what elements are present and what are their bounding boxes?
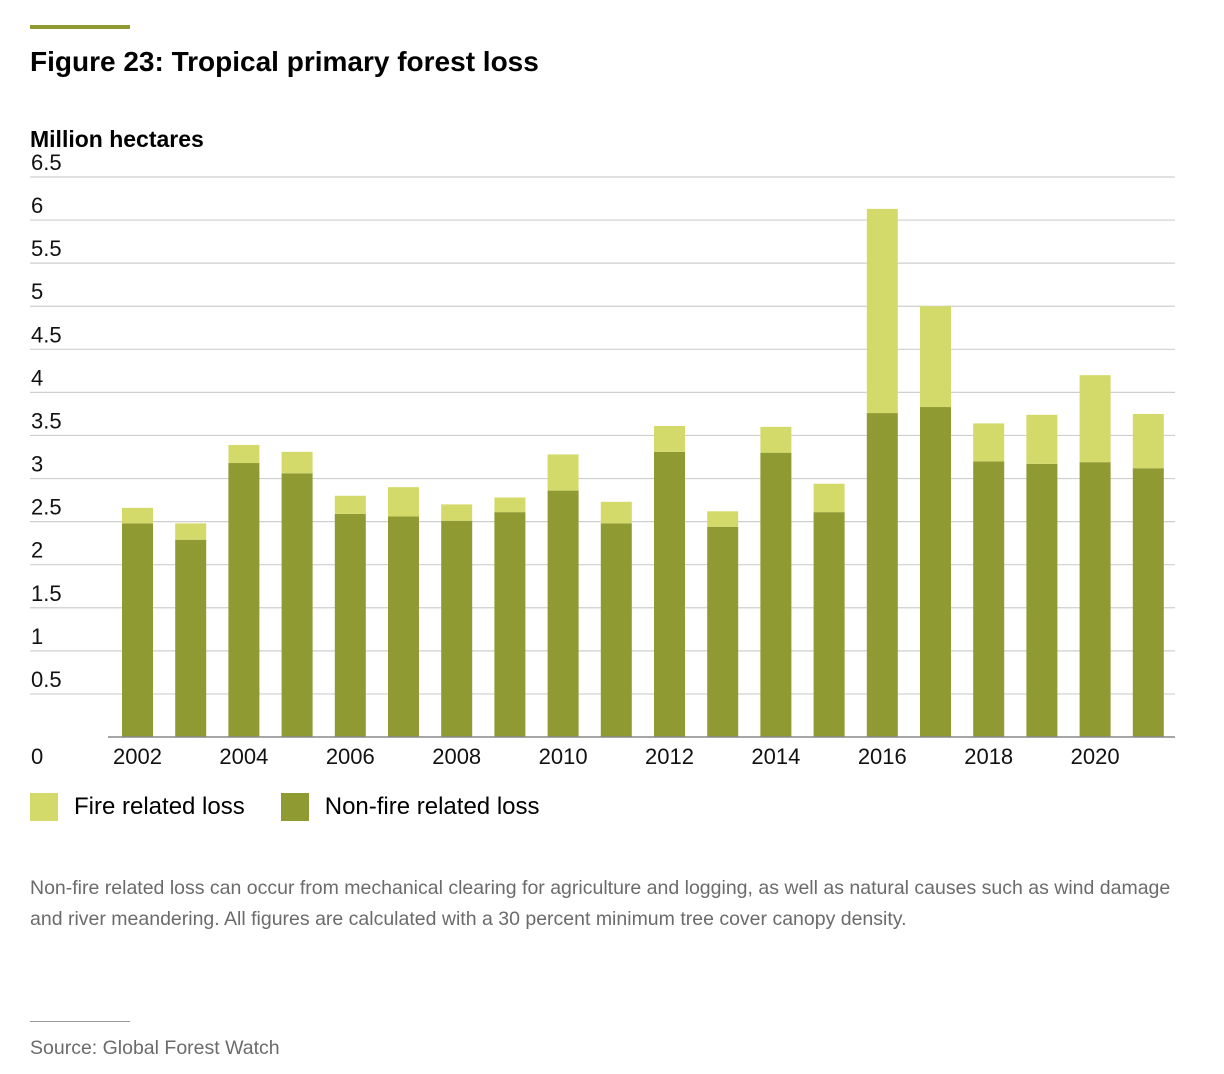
y-tick-label: 1: [31, 624, 43, 649]
y-tick-label: 4: [31, 365, 43, 390]
legend-label-nonfire: Non-fire related loss: [324, 793, 540, 820]
bar-nonfire-2017: [920, 407, 951, 737]
legend-swatch-nonfire: [280, 793, 309, 821]
bar-fire-2003: [175, 523, 207, 540]
bar-fire-2010: [547, 454, 579, 491]
bar-nonfire-2008: [441, 520, 473, 737]
bar-fire-2020: [1079, 375, 1111, 463]
legend: Fire related loss Non-fire related loss: [30, 790, 576, 824]
bar-fire-2012: [654, 425, 685, 452]
bar-fire-2016: [866, 208, 898, 414]
bottom-rule: [30, 1021, 130, 1022]
x-tick-label: 2006: [326, 744, 375, 769]
y-axis-unit: Million hectares: [30, 126, 204, 152]
y-tick-label: 0: [31, 744, 43, 769]
x-tick-label: 2018: [964, 744, 1013, 769]
legend-label-fire: Fire related loss: [74, 793, 245, 820]
bar-nonfire-2002: [122, 523, 153, 737]
legend-item-fire: Fire related loss: [30, 793, 245, 821]
y-tick-label: 2: [31, 538, 43, 563]
source-credit: Source: Global Forest Watch: [30, 1037, 280, 1059]
bar-nonfire-2005: [281, 473, 313, 737]
legend-swatch-fire: [30, 793, 58, 821]
x-tick-label: 2008: [432, 744, 481, 769]
y-tick-label: 5.5: [31, 236, 62, 261]
bar-nonfire-2010: [547, 490, 579, 737]
bar-nonfire-2006: [334, 513, 366, 737]
bar-nonfire-2020: [1079, 462, 1111, 737]
y-tick-label: 3.5: [31, 408, 62, 433]
bar-fire-2002: [122, 507, 153, 524]
x-tick-label: 2020: [1071, 744, 1120, 769]
bar-fire-2004: [228, 444, 260, 464]
bar-fire-2019: [1026, 414, 1058, 464]
y-tick-label: 0.5: [31, 667, 62, 692]
bar-nonfire-2014: [760, 452, 792, 737]
bar-fire-2013: [707, 511, 739, 527]
bar-nonfire-2018: [973, 461, 1005, 737]
bar-fire-2015: [813, 483, 845, 513]
x-tick-label: 2014: [751, 744, 800, 769]
bar-fire-2006: [334, 495, 366, 514]
bar-nonfire-2019: [1026, 463, 1058, 737]
y-tick-label: 1.5: [31, 581, 62, 606]
bar-nonfire-2003: [175, 539, 207, 737]
y-tick-label: 6: [31, 193, 43, 218]
bar-fire-2021: [1132, 413, 1164, 469]
bar-nonfire-2007: [388, 516, 419, 737]
bar-fire-2009: [494, 497, 526, 513]
bar-nonfire-2012: [654, 451, 685, 737]
top-rule: [30, 25, 130, 29]
bar-fire-2018: [973, 423, 1005, 462]
legend-item-nonfire: Non-fire related loss: [280, 793, 540, 821]
y-tick-label: 5: [31, 279, 43, 304]
x-tick-label: 2010: [539, 744, 588, 769]
x-tick-label: 2002: [113, 744, 162, 769]
bar-fire-2017: [920, 306, 951, 408]
bar-nonfire-2013: [707, 526, 739, 737]
x-tick-label: 2016: [858, 744, 907, 769]
bar-fire-2008: [441, 504, 473, 521]
bar-fire-2014: [760, 426, 792, 453]
bar-nonfire-2009: [494, 512, 526, 737]
y-tick-label: 4.5: [31, 322, 62, 347]
bar-fire-2007: [388, 487, 419, 517]
stacked-bar-chart: 0 0.5 1 1.5 2 2.5 3 3.5 4 4.5 5 5.5 6 6.5 2002 2004 2006…: [30, 150, 1175, 769]
y-tick-label: 3: [31, 452, 43, 477]
bar-nonfire-2015: [813, 512, 845, 737]
bar-nonfire-2021: [1132, 468, 1164, 737]
x-tick-label: 2012: [645, 744, 694, 769]
bar-nonfire-2011: [600, 523, 632, 737]
figure-title: Figure 23: Tropical primary forest loss: [30, 46, 539, 77]
y-tick-label: 2.5: [31, 495, 62, 520]
bar-nonfire-2004: [228, 463, 260, 737]
bar-fire-2005: [281, 451, 313, 474]
bar-fire-2011: [600, 501, 632, 524]
bar-nonfire-2016: [866, 413, 898, 737]
chart-note: Non-fire related loss can occur from mec…: [30, 877, 1171, 930]
y-tick-label: 6.5: [31, 150, 62, 175]
x-tick-label: 2004: [219, 744, 268, 769]
